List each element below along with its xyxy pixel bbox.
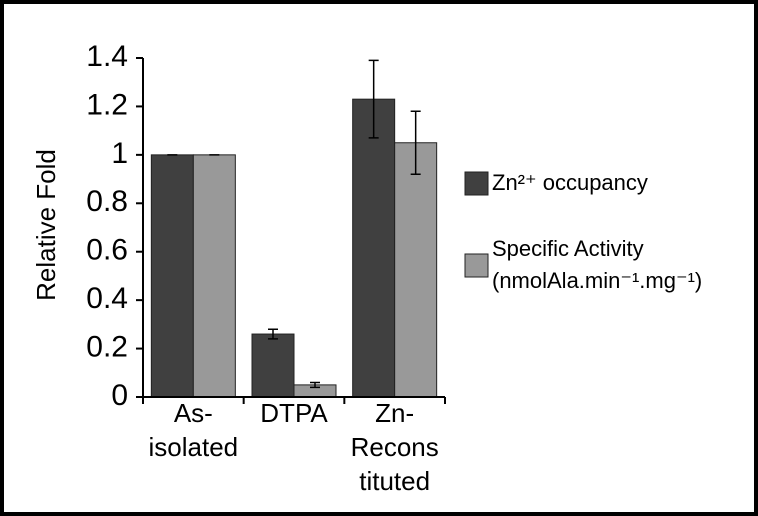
x-tick-label: isolated [149,432,239,462]
y-tick-label: 0.2 [86,330,128,363]
error-bar [310,381,320,389]
x-tick-label: Recons [351,432,439,462]
y-tick-label: 0.4 [86,282,128,315]
y-tick-label: 1.4 [86,40,128,73]
error-bar [368,59,379,139]
legend-swatch [464,171,489,196]
x-tick-label: tituted [359,466,430,496]
bar [150,154,194,398]
bar [192,154,236,398]
legend-swatch [464,253,489,278]
bar [352,98,396,398]
y-tick-label: 1.2 [86,88,128,121]
y-axis-label: Relative Fold [31,149,61,301]
y-tick-label: 0.6 [86,234,128,267]
legend-label: (nmolAla.min⁻¹.mg⁻¹) [492,268,702,293]
x-tick-label: DTPA [260,398,328,428]
x-tick-label: As- [174,398,213,428]
bar [251,333,295,398]
x-tick-label: Zn- [375,398,414,428]
y-tick-label: 0.8 [86,185,128,218]
error-bar [410,110,421,175]
legend-label: Zn²⁺ occupancy [492,170,648,195]
error-bar [268,328,278,340]
bar [394,142,438,398]
y-tick-label: 1 [111,137,128,170]
legend-label: Specific Activity [492,236,644,261]
y-tick-label: 0 [111,379,128,412]
